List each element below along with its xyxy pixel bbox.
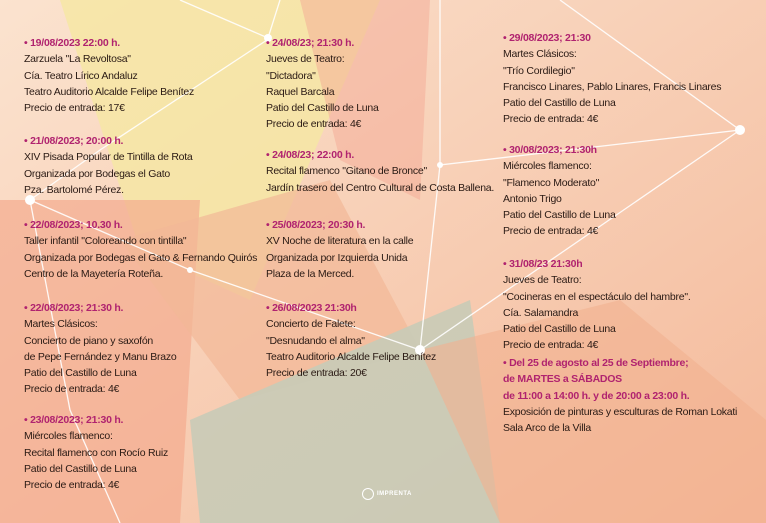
event-date: • 31/08/23 21:30h xyxy=(503,258,583,270)
event-date: • 23/08/2023; 21:30 h. xyxy=(24,414,124,426)
event-detail: Antonio Trigo xyxy=(503,192,562,205)
event-detail: Martes Clásicos: xyxy=(503,48,577,61)
event-detail: Exposición de pinturas y esculturas de R… xyxy=(503,405,738,418)
event-date: de 11:00 a 14:00 h. y de 20:00 a 23:00 h… xyxy=(503,389,690,402)
event-detail: Sala Arco de la Villa xyxy=(503,422,591,435)
event-detail: Organizada por Bodegas el Gato xyxy=(24,167,171,180)
event-detail: Precio de entrada: 4€ xyxy=(503,225,599,238)
event-detail: Recital flamenco "Gitano de Bronce" xyxy=(266,165,427,178)
event: • 25/08/2023; 20:30 h. XV Noche de litera… xyxy=(266,217,414,282)
event-detail: Patio del Castillo de Luna xyxy=(503,209,616,222)
event-detail: Precio de entrada: 20€ xyxy=(266,367,367,380)
event: • 21/08/2023; 20:00 h. XIV Pisada Popular… xyxy=(24,133,193,198)
event-date: • 21/08/2023; 20:00 h. xyxy=(24,135,124,147)
event-detail: Francisco Linares, Pablo Linares, Franci… xyxy=(503,80,722,93)
event-detail: Teatro Auditorio Alcalde Felipe Benítez xyxy=(266,350,437,363)
event-detail: Patio del Castillo de Luna xyxy=(24,462,137,475)
event-date: • Del 25 de agosto al 25 de Septiembre; xyxy=(503,357,689,369)
event-detail: Recital flamenco con Rocío Ruiz xyxy=(24,446,168,459)
event: • 23/08/2023; 21:30 h. Miércoles flamenco… xyxy=(24,412,168,493)
event-detail: Miércoles flamenco: xyxy=(24,430,113,443)
event: • Del 25 de agosto al 25 de Septiembre; d… xyxy=(503,355,737,436)
event-detail: Martes Clásicos: xyxy=(24,318,98,331)
event: • 22/08/2023; 10.30 h. Taller infantil "C… xyxy=(24,217,257,282)
event-detail: Jardín trasero del Centro Cultural de Co… xyxy=(266,181,495,194)
event-detail: Precio de entrada: 4€ xyxy=(24,479,120,492)
event-detail: Patio del Castillo de Luna xyxy=(503,97,616,110)
event-detail: Precio de entrada: 4€ xyxy=(503,113,599,126)
event-date: • 26/08/2023 21:30h xyxy=(266,302,357,314)
event-detail: Cía. Salamandra xyxy=(503,306,579,319)
event-detail: Organizada por Bodegas el Gato & Fernand… xyxy=(24,251,258,264)
event-detail: Patio del Castillo de Luna xyxy=(266,102,379,115)
event-detail: Cía. Teatro Lírico Andaluz xyxy=(24,69,138,82)
logo: IMPRENTA xyxy=(362,488,412,500)
event: • 29/08/2023; 21:30 Martes Clásicos: "Trío… xyxy=(503,30,722,128)
logo-mark xyxy=(362,488,374,500)
event-detail: Jueves de Teatro: xyxy=(266,53,345,66)
event-detail: "Dictadora" xyxy=(266,69,316,82)
event-detail: Precio de entrada: 17€ xyxy=(24,102,125,115)
event: • 19/08/2023 22:00 h. Zarzuela "La Revolt… xyxy=(24,35,194,116)
event-detail: Raquel Barcala xyxy=(266,85,335,98)
event-detail: "Desnudando el alma" xyxy=(266,334,365,347)
event-detail: Organizada por Izquierda Unida xyxy=(266,251,408,264)
event-detail: Concierto de piano y saxofón xyxy=(24,334,154,347)
event-detail: "Flamenco Moderato" xyxy=(503,176,600,189)
event: • 26/08/2023 21:30h Concierto de Falete: "… xyxy=(266,300,436,381)
logo-text: IMPRENTA xyxy=(377,491,412,497)
event-date: • 22/08/2023; 21:30 h. xyxy=(24,302,124,314)
event-detail: Pza. Bartolomé Pérez. xyxy=(24,183,124,196)
event-date: • 25/08/2023; 20:30 h. xyxy=(266,219,366,231)
event-date: • 29/08/2023; 21:30 xyxy=(503,32,591,44)
event-date: de MARTES a SÁBADOS xyxy=(503,373,622,386)
event-detail: Teatro Auditorio Alcalde Felipe Benítez xyxy=(24,85,195,98)
event-detail: Miércoles flamenco: xyxy=(503,160,592,173)
event-detail: Patio del Castillo de Luna xyxy=(24,367,137,380)
event-date: • 30/08/2023; 21:30h xyxy=(503,144,597,156)
event-date: • 19/08/2023 22:00 h. xyxy=(24,37,120,49)
event-detail: Zarzuela "La Revoltosa" xyxy=(24,53,131,66)
event-detail: Patio del Castillo de Luna xyxy=(503,323,616,336)
event-detail: Precio de entrada: 4€ xyxy=(24,383,120,396)
event-detail: de Pepe Fernández y Manu Brazo xyxy=(24,350,177,363)
event-date: • 24/08/23; 22:00 h. xyxy=(266,149,354,161)
event-detail: Taller infantil "Coloreando con tintilla… xyxy=(24,235,187,248)
event-detail: XIV Pisada Popular de Tintilla de Rota xyxy=(24,151,193,164)
event-detail: Concierto de Falete: xyxy=(266,318,356,331)
event: • 30/08/2023; 21:30h Miércoles flamenco: "… xyxy=(503,142,616,240)
event: • 22/08/2023; 21:30 h. Martes Clásicos: Co… xyxy=(24,300,177,398)
event-detail: Plaza de la Merced. xyxy=(266,267,355,280)
event-detail: "Cocineras en el espectáculo del hambre"… xyxy=(503,290,691,303)
event-detail: Centro de la Mayetería Roteña. xyxy=(24,267,163,280)
event-detail: Precio de entrada: 4€ xyxy=(266,118,362,131)
event: • 31/08/23 21:30h Jueves de Teatro: "Cocin… xyxy=(503,256,691,354)
event-date: • 24/08/23; 21:30 h. xyxy=(266,37,354,49)
event-detail: Jueves de Teatro: xyxy=(503,274,582,287)
event: • 24/08/23; 22:00 h. Recital flamenco "Gi… xyxy=(266,147,494,196)
event: • 24/08/23; 21:30 h. Jueves de Teatro: "Di… xyxy=(266,35,379,133)
event-date: • 22/08/2023; 10.30 h. xyxy=(24,219,123,231)
event-detail: XV Noche de literatura en la calle xyxy=(266,235,414,248)
event-detail: "Trío Cordilegio" xyxy=(503,64,575,77)
event-detail: Precio de entrada: 4€ xyxy=(503,339,599,352)
